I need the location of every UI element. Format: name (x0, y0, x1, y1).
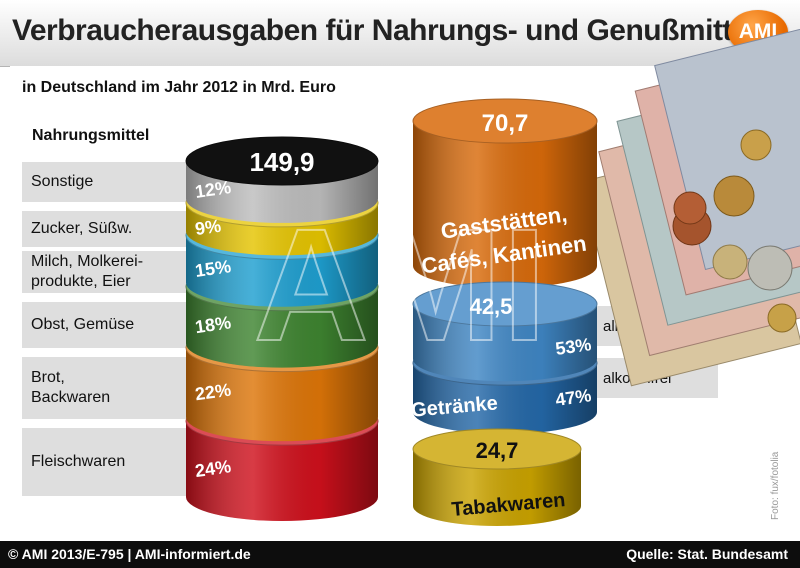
segment-brot-shading (186, 347, 378, 442)
header-bar: Verbraucherausgaben für Nahrungs- und Ge… (0, 0, 800, 67)
category-label-milch-line1: Milch, Molkerei- (31, 253, 144, 270)
total-label-nahrungsmittel: 149,9 (249, 147, 314, 177)
page-title: Verbraucherausgaben für Nahrungs- und Ge… (12, 14, 756, 47)
percent-label-sonstige: 12% (194, 177, 232, 202)
value-label-gaststaetten: 70,7 (482, 110, 529, 137)
cylinder-gaststaetten-shading (413, 121, 597, 288)
segment-zucker-shading (186, 202, 378, 256)
segment-lid-sonstige (185, 136, 379, 186)
lid-gaststaetten (412, 98, 598, 144)
category-label-fleisch: Fleischwaren (22, 428, 197, 496)
cylinder-tabakwaren-shading (413, 449, 581, 526)
segment-alkoholfrei-shading (413, 363, 597, 434)
lid-tabakwaren (412, 428, 582, 470)
value-label-tabakwaren: 24,7 (476, 438, 519, 463)
percent-label-obst: 18% (194, 312, 232, 337)
nahrungsmittel-cylinder: 24% 22% 18% 15% 9% 12% 149,9 (185, 136, 379, 521)
percent-label-brot: 22% (194, 380, 232, 405)
chart-subtitle: in Deutschland im Jahr 2012 in Mrd. Euro (22, 79, 336, 96)
segment-fleisch-shading (186, 421, 378, 521)
banknotes-coins-illustration (579, 23, 800, 387)
percent-label-alkoholfrei: 47% (554, 385, 592, 410)
category-label-brot: Brot, Backwaren (22, 357, 197, 419)
category-label-brot-line1: Brot, (31, 369, 65, 386)
segment-obst-shading (186, 286, 378, 368)
percent-label-fleisch: 24% (194, 456, 232, 481)
category-label-milch-line2: produkte, Eier (31, 273, 131, 290)
category-label-obst: Obst, Gemüse (22, 302, 197, 348)
category-label-brot-line2: Backwaren (31, 389, 111, 406)
footer-bar: © AMI 2013/E-795 | AMI-informiert.de Que… (0, 541, 800, 568)
getraenke-cylinder: 42,553%47%Getränke (410, 281, 598, 434)
category-label-milch: Milch, Molkerei-produkte, Eier (22, 251, 197, 293)
percent-label-alkoholische: 53% (554, 334, 592, 359)
category-label-zucker: Zucker, Süßw. (22, 211, 197, 247)
value-label-getraenke: 42,5 (470, 294, 513, 319)
segment-milch-shading (186, 235, 378, 307)
footer-source: Quelle: Stat. Bundesamt (626, 546, 788, 562)
watermark: AMI (253, 195, 546, 374)
footer-copyright: © AMI 2013/E-795 | AMI-informiert.de (8, 546, 251, 562)
segment-sonstige-shading (186, 161, 378, 223)
percent-label-zucker: 9% (194, 216, 223, 239)
category-label-sonstige: Sonstige (22, 162, 197, 202)
food-heading: Nahrungsmittel (32, 127, 150, 144)
percent-label-milch: 15% (194, 256, 232, 281)
photo-credit: Foto: fux/fotolia (770, 451, 781, 520)
segment-lid-alkoholische (412, 281, 598, 327)
